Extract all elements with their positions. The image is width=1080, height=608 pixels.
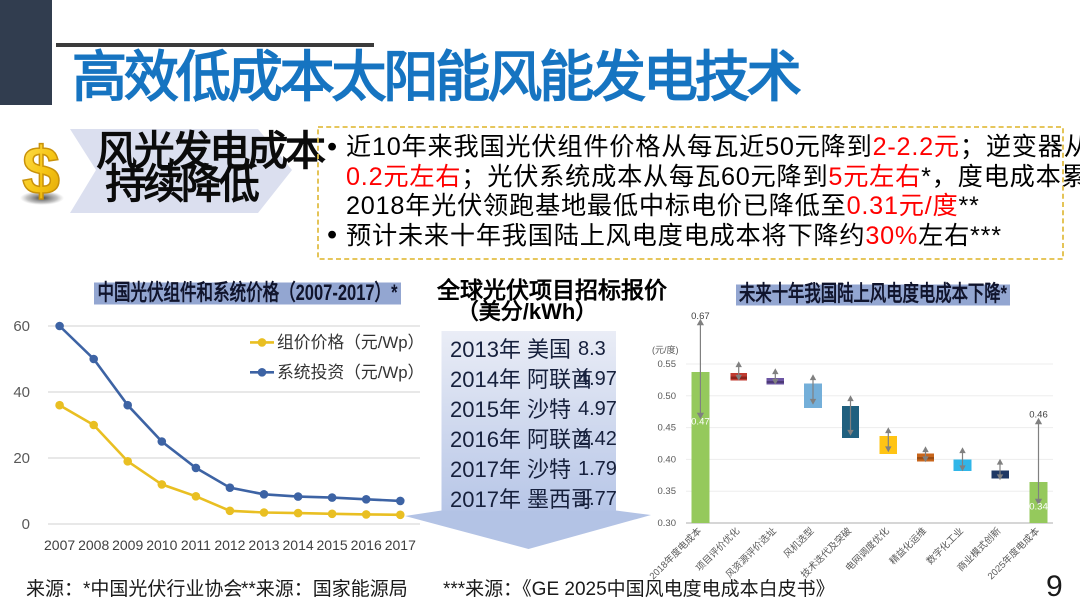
svg-text:40: 40 <box>13 384 30 401</box>
svg-text:0.30: 0.30 <box>658 518 677 529</box>
svg-text:2015: 2015 <box>317 537 348 553</box>
svg-text:$: $ <box>22 133 60 209</box>
svg-text:风机选型: 风机选型 <box>781 525 817 561</box>
svg-text:0.55: 0.55 <box>658 359 677 370</box>
svg-text:2018年度电成本: 2018年度电成本 <box>647 525 704 580</box>
svg-text:2007: 2007 <box>44 537 75 553</box>
svg-text:中国光伏组件和系统价格（2007-2017）*: 中国光伏组件和系统价格（2007-2017）* <box>98 280 398 305</box>
svg-text:2009: 2009 <box>112 537 143 553</box>
svg-text:未来十年我国陆上风电度电成本下降*: 未来十年我国陆上风电度电成本下降* <box>739 281 1007 306</box>
svg-text:精益化运维: 精益化运维 <box>887 525 929 567</box>
svg-text:2012: 2012 <box>214 537 245 553</box>
svg-text:0.46: 0.46 <box>1029 410 1048 421</box>
svg-text:(元/度): (元/度) <box>652 344 679 355</box>
svg-text:0.35: 0.35 <box>658 486 677 497</box>
svg-text:2013: 2013 <box>248 537 279 553</box>
svg-text:2014: 2014 <box>283 537 314 553</box>
svg-text:20: 20 <box>13 450 30 467</box>
svg-text:2010: 2010 <box>146 537 177 553</box>
svg-text:2017: 2017 <box>385 537 416 553</box>
svg-text:2016: 2016 <box>351 537 382 553</box>
svg-text:60: 60 <box>13 318 30 335</box>
svg-text:0.45: 0.45 <box>658 423 677 434</box>
svg-text:0.40: 0.40 <box>658 454 677 465</box>
svg-text:0: 0 <box>22 516 30 533</box>
svg-text:2011: 2011 <box>181 537 211 553</box>
svg-text:0.34: 0.34 <box>1029 502 1048 513</box>
svg-text:0.50: 0.50 <box>658 391 677 402</box>
svg-text:0.67: 0.67 <box>691 311 710 322</box>
svg-text:2008: 2008 <box>78 537 109 553</box>
svg-text:系统投资（元/Wp）: 系统投资（元/Wp） <box>277 363 424 382</box>
svg-text:组价价格（元/Wp）: 组价价格（元/Wp） <box>277 333 424 352</box>
svg-text:0.47: 0.47 <box>691 417 710 428</box>
